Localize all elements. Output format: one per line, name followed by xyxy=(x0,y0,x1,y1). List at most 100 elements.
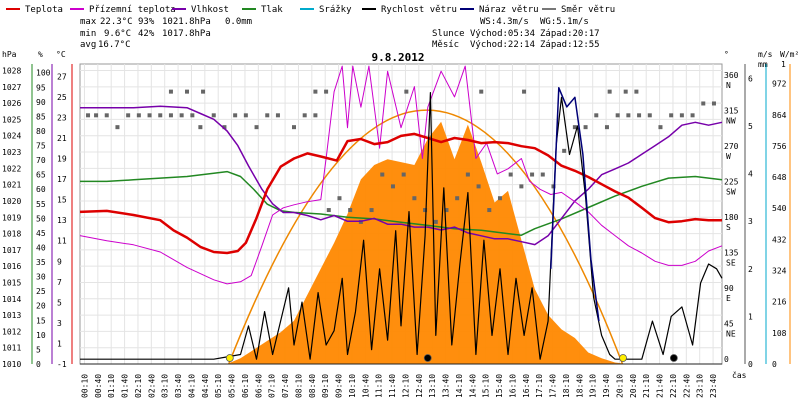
time-tick-label: 13:10 xyxy=(428,374,437,398)
degc-tick-label: 3 xyxy=(57,319,62,328)
wind-direction-point xyxy=(572,125,577,130)
time-tick-label: 10:10 xyxy=(348,374,357,398)
time-tick-label: 23:10 xyxy=(696,374,705,398)
wind-direction-point xyxy=(444,208,449,213)
wm-tick-label: 540 xyxy=(772,204,787,213)
wind-direction-point xyxy=(679,113,684,118)
time-tick-label: 21:40 xyxy=(656,374,665,398)
time-tick-label: 22:10 xyxy=(669,374,678,398)
degc-tick-label: 19 xyxy=(57,155,67,164)
stat-max-temp: 22.3°C xyxy=(100,17,133,27)
wind-direction-point xyxy=(324,89,329,94)
deg-axis-label: ° xyxy=(724,50,729,59)
hpa-tick-label: 1017 xyxy=(2,246,21,255)
wind-direction-point xyxy=(104,113,109,118)
time-tick-label: 00:40 xyxy=(94,374,103,398)
stat-min-label: min xyxy=(80,29,96,39)
pct-tick-label: 40 xyxy=(36,243,46,252)
ms-tick-label: 1 xyxy=(748,312,753,321)
time-tick-label: 00:10 xyxy=(80,374,89,398)
wind-direction-point xyxy=(562,148,567,153)
time-tick-label: 03:10 xyxy=(161,374,170,398)
hpa-tick-label: 1025 xyxy=(2,115,21,124)
time-tick-label: 08:40 xyxy=(308,374,317,398)
wind-direction-point xyxy=(487,208,492,213)
dir-tick-compass: SW xyxy=(726,187,736,196)
wind-direction-point xyxy=(179,113,184,118)
axis-unit-labels: hPa % °C ° m/s mm 1 W/m² čas xyxy=(2,50,799,380)
degc-tick-label: 1 xyxy=(57,339,62,348)
hpa-tick-label: 1019 xyxy=(2,213,21,222)
pct-tick-label: 95 xyxy=(36,83,46,92)
pct-tick-label: 100 xyxy=(36,69,51,78)
wm-tick-label: 0 xyxy=(772,360,777,369)
time-tick-label: 05:10 xyxy=(214,374,223,398)
wind-direction-point xyxy=(126,113,131,118)
pct-tick-label: 10 xyxy=(36,331,46,340)
degc-tick-label: 23 xyxy=(57,113,67,122)
wind-direction-point xyxy=(530,172,535,177)
ms-tick-label: 3 xyxy=(748,217,753,226)
hpa-tick-label: 1020 xyxy=(2,197,21,206)
dir-tick-value: 45 xyxy=(724,319,734,328)
degc-tick-label: 25 xyxy=(57,93,67,102)
wind-direction-point xyxy=(211,113,216,118)
wind-direction-point xyxy=(615,113,620,118)
pct-tick-label: 70 xyxy=(36,156,46,165)
dir-tick-value: 135 xyxy=(724,248,739,257)
wind-direction-point xyxy=(168,113,173,118)
dir-tick-compass: S xyxy=(726,223,731,232)
wind-direction-point xyxy=(479,89,484,94)
time-tick-label: 17:40 xyxy=(549,374,558,398)
legend-label: Teplota xyxy=(25,5,63,15)
time-tick-label: 06:10 xyxy=(241,374,250,398)
time-tick-label: 12:10 xyxy=(401,374,410,398)
pct-tick-label: 5 xyxy=(36,345,41,354)
time-tick-label: 20:10 xyxy=(615,374,624,398)
hpa-tick-label: 1013 xyxy=(2,311,21,320)
sunrise-marker xyxy=(225,354,234,362)
wm-tick-label: 648 xyxy=(772,173,787,182)
wind-direction-point xyxy=(412,196,417,201)
wind-direction-point xyxy=(313,89,318,94)
time-tick-label: 18:40 xyxy=(575,374,584,398)
legend-label: Tlak xyxy=(261,5,283,15)
pct-axis-label: % xyxy=(38,50,43,59)
degc-tick-label: 27 xyxy=(57,72,67,81)
wm-tick-label: 216 xyxy=(772,298,787,307)
hpa-tick-label: 1027 xyxy=(2,83,21,92)
info-moon-rise: Východ:22:14 xyxy=(470,40,535,50)
time-tick-label: 04:40 xyxy=(201,374,210,398)
wind-direction-point xyxy=(115,125,120,130)
pct-tick-label: 75 xyxy=(36,142,46,151)
degc-tick-label: 21 xyxy=(57,134,67,143)
degc-tick-label: 11 xyxy=(57,237,67,246)
dir-tick-compass: E xyxy=(726,294,731,303)
hpa-tick-label: 1010 xyxy=(2,360,21,369)
wm-tick-label: 432 xyxy=(772,235,787,244)
dir-tick-compass: W xyxy=(726,152,731,161)
legend-label: Náraz větru xyxy=(479,5,539,15)
wind-speed-line xyxy=(80,92,723,360)
wind-direction-point xyxy=(594,113,599,118)
wind-direction-point xyxy=(380,172,385,177)
degc-tick-label: 7 xyxy=(57,278,62,287)
time-tick-label: 01:10 xyxy=(107,374,116,398)
wind-direction-point xyxy=(634,89,639,94)
ms-tick-label: 5 xyxy=(748,122,753,131)
wind-direction-point xyxy=(604,125,609,130)
stat-min-press: 1017.8hPa xyxy=(162,29,211,39)
ground-temperature-line xyxy=(79,65,723,285)
time-tick-label: 19:10 xyxy=(589,374,598,398)
stat-max-rain: 0.0mm xyxy=(225,17,252,27)
time-tick-label: 11:10 xyxy=(375,374,384,398)
stat-max-press: 1021.8hPa xyxy=(162,17,211,27)
wind-direction-point xyxy=(658,125,663,130)
legend-label: Směr větru xyxy=(561,5,615,15)
pct-tick-label: 65 xyxy=(36,171,46,180)
time-tick-label: 02:10 xyxy=(134,374,143,398)
wind-direction-point xyxy=(669,113,674,118)
info-block: WS:4.3m/s WG:5.1m/s Slunce Východ:05:34 … xyxy=(432,17,600,50)
dir-tick-compass: NW xyxy=(726,116,736,125)
hpa-tick-label: 1022 xyxy=(2,164,21,173)
